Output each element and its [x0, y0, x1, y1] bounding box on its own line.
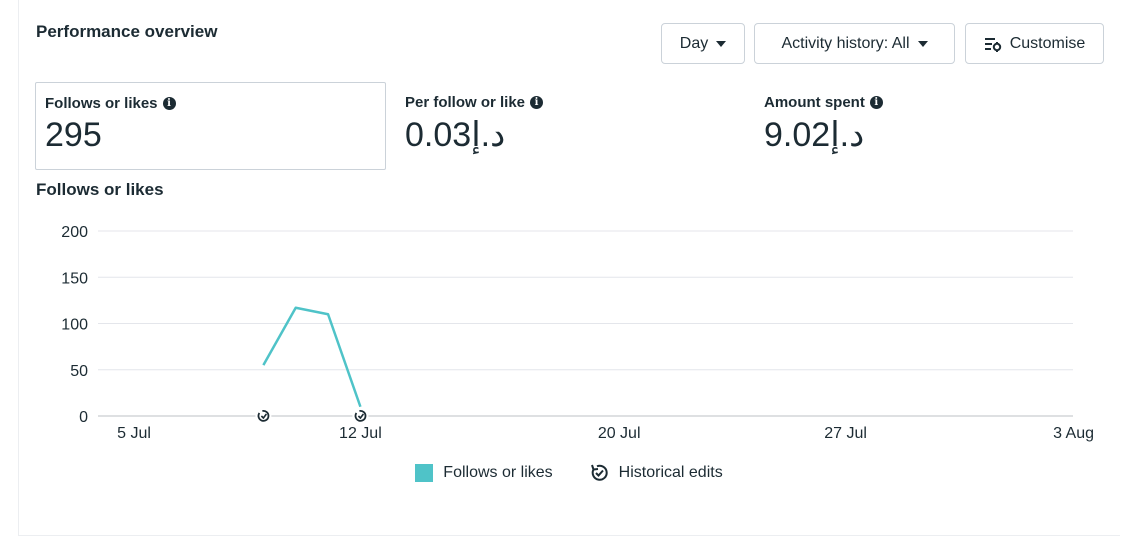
- y-tick-label: 150: [61, 270, 88, 287]
- info-icon[interactable]: i: [530, 96, 544, 109]
- legend-label: Follows or likes: [443, 464, 553, 481]
- y-tick-label: 200: [61, 224, 88, 241]
- page-title: Performance overview: [36, 22, 218, 41]
- legend-item-historical-edits[interactable]: Historical edits: [589, 463, 723, 483]
- historical-edit-icon: [257, 410, 270, 422]
- caret-down-icon: [716, 40, 727, 47]
- historical-edit-check: [260, 413, 268, 420]
- chart-title: Follows or likes: [36, 180, 164, 199]
- series-line: [262, 306, 362, 408]
- follows-chart: 0 50 100 150 200 5 Jul 12 Jul 20 Jul 27 Jul 3 Aug: [61, 224, 1094, 442]
- chart-legend: Follows or likes Historical edits: [0, 463, 1138, 483]
- historical-edit-check: [357, 413, 365, 420]
- info-icon[interactable]: i: [162, 97, 176, 110]
- activity-history-dropdown[interactable]: Activity history: All: [754, 23, 955, 64]
- caret-down-icon: [917, 40, 928, 47]
- x-tick-label: 5 Jul: [117, 425, 151, 442]
- customise-icon: [984, 37, 1001, 52]
- day-dropdown[interactable]: Day: [661, 23, 745, 64]
- day-dropdown-label: Day: [679, 34, 709, 52]
- metric-label: Per follow or like: [405, 94, 526, 111]
- customise-button[interactable]: Customise: [965, 23, 1104, 64]
- y-tick-label: 100: [61, 317, 88, 334]
- metric-value: 0.03د.إ: [405, 116, 506, 154]
- metric-value: 295: [45, 116, 102, 154]
- metric-label: Amount spent: [764, 94, 865, 111]
- y-tick-label: 50: [70, 363, 88, 380]
- historical-edit-icon: [354, 410, 367, 422]
- historical-edits-icon: [590, 464, 608, 481]
- metric-amount-spent[interactable]: Amount spent i 9.02د.إ: [755, 82, 1095, 170]
- metric-label: Follows or likes: [45, 95, 158, 112]
- performance-panel: [18, 0, 1120, 536]
- metric-value: 9.02د.إ: [764, 116, 865, 154]
- x-tick-label: 20 Jul: [598, 425, 641, 442]
- x-tick-label: 12 Jul: [339, 425, 382, 442]
- metric-follows-or-likes[interactable]: Follows or likes i 295: [35, 82, 386, 170]
- legend-swatch: [415, 464, 434, 482]
- info-icon[interactable]: i: [869, 96, 883, 109]
- legend-item-follows[interactable]: Follows or likes: [415, 463, 553, 483]
- activity-history-label: Activity history: All: [781, 34, 910, 52]
- metric-per-follow-or-like[interactable]: Per follow or like i 0.03د.إ: [396, 82, 736, 170]
- customise-label: Customise: [1009, 34, 1086, 52]
- y-tick-label: 0: [79, 409, 88, 426]
- x-tick-label: 27 Jul: [824, 425, 867, 442]
- x-tick-label: 3 Aug: [1053, 425, 1094, 442]
- legend-label: Historical edits: [618, 464, 723, 481]
